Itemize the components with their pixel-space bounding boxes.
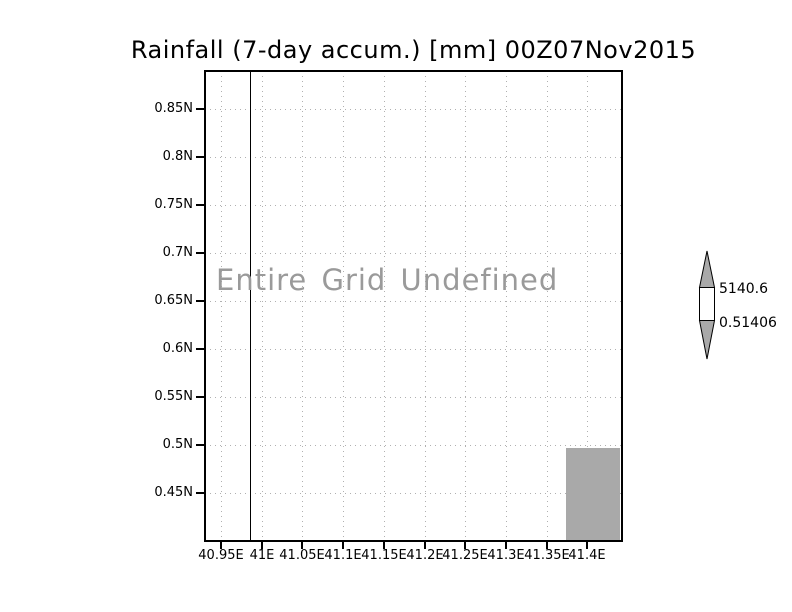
y-axis-tick-label: 0.6N: [162, 341, 193, 356]
x-axis-tick: [546, 542, 548, 549]
map-boundary-line: [250, 71, 251, 541]
y-axis-tick-label: 0.45N: [154, 485, 193, 500]
gridline-vertical: [587, 71, 588, 541]
x-axis-tick-label: 41.4E: [568, 548, 606, 563]
y-axis-tick: [196, 204, 205, 206]
y-axis-tick: [196, 156, 205, 158]
x-axis-tick-label: 41.3E: [487, 548, 525, 563]
y-axis-tick-label: 0.5N: [162, 437, 193, 452]
gridline-horizontal: [205, 109, 622, 110]
undefined-message: Entire Grid Undefined: [216, 263, 559, 297]
x-axis-tick: [586, 542, 588, 549]
x-axis-tick: [261, 542, 263, 549]
plot-title: Rainfall (7-day accum.) [mm] 00Z07Nov201…: [130, 36, 697, 64]
x-axis-tick-label: 40.95E: [198, 548, 244, 563]
gridline-vertical: [302, 71, 303, 541]
y-axis-tick: [196, 492, 205, 494]
gridline-vertical: [547, 71, 548, 541]
y-axis-tick-label: 0.7N: [162, 245, 193, 260]
colorbar: [698, 250, 716, 360]
y-axis-tick-label: 0.85N: [154, 101, 193, 116]
x-axis-tick-label: 41.05E: [279, 548, 325, 563]
y-axis-tick-label: 0.55N: [154, 389, 193, 404]
map-plot-area: Entire Grid Undefined: [205, 71, 622, 541]
x-axis-tick: [342, 542, 344, 549]
x-axis-tick: [220, 542, 222, 549]
x-axis-tick: [505, 542, 507, 549]
y-axis-tick: [196, 300, 205, 302]
colorbar-max-label: 5140.6: [719, 281, 768, 297]
colorbar-box: [699, 287, 715, 321]
gridline-horizontal: [205, 205, 622, 206]
x-axis-tick-label: 41E: [249, 548, 275, 563]
x-axis-tick-label: 41.2E: [406, 548, 444, 563]
gridline-vertical: [465, 71, 466, 541]
y-axis-tick-label: 0.8N: [162, 149, 193, 164]
gridline-vertical: [384, 71, 385, 541]
y-axis-tick: [196, 348, 205, 350]
y-axis-tick-label: 0.75N: [154, 197, 193, 212]
x-axis-tick: [424, 542, 426, 549]
x-axis-tick: [301, 542, 303, 549]
gridline-horizontal: [205, 301, 622, 302]
y-axis-tick-label: 0.65N: [154, 293, 193, 308]
x-axis-tick-label: 41.25E: [442, 548, 488, 563]
x-axis-tick-label: 41.1E: [324, 548, 362, 563]
y-axis-tick: [196, 396, 205, 398]
y-axis-tick: [196, 108, 205, 110]
x-axis-tick: [383, 542, 385, 549]
gridline-horizontal: [205, 493, 622, 494]
gridline-vertical: [221, 71, 222, 541]
colorbar-up-arrow-icon: [698, 250, 716, 288]
gridline-vertical: [343, 71, 344, 541]
x-axis-tick: [464, 542, 466, 549]
gridline-vertical: [506, 71, 507, 541]
colorbar-min-label: 0.51406: [719, 315, 777, 331]
gridline-vertical: [262, 71, 263, 541]
y-axis-tick: [196, 444, 205, 446]
y-axis-tick: [196, 252, 205, 254]
colorbar-down-arrow-icon: [698, 320, 716, 360]
gridline-vertical: [425, 71, 426, 541]
x-axis-tick-label: 41.15E: [361, 548, 407, 563]
gridline-horizontal: [205, 445, 622, 446]
x-axis-tick-label: 41.35E: [524, 548, 570, 563]
gridline-horizontal: [205, 349, 622, 350]
gridline-horizontal: [205, 397, 622, 398]
gridline-horizontal: [205, 253, 622, 254]
undefined-region-fill: [566, 448, 620, 540]
gridline-horizontal: [205, 157, 622, 158]
